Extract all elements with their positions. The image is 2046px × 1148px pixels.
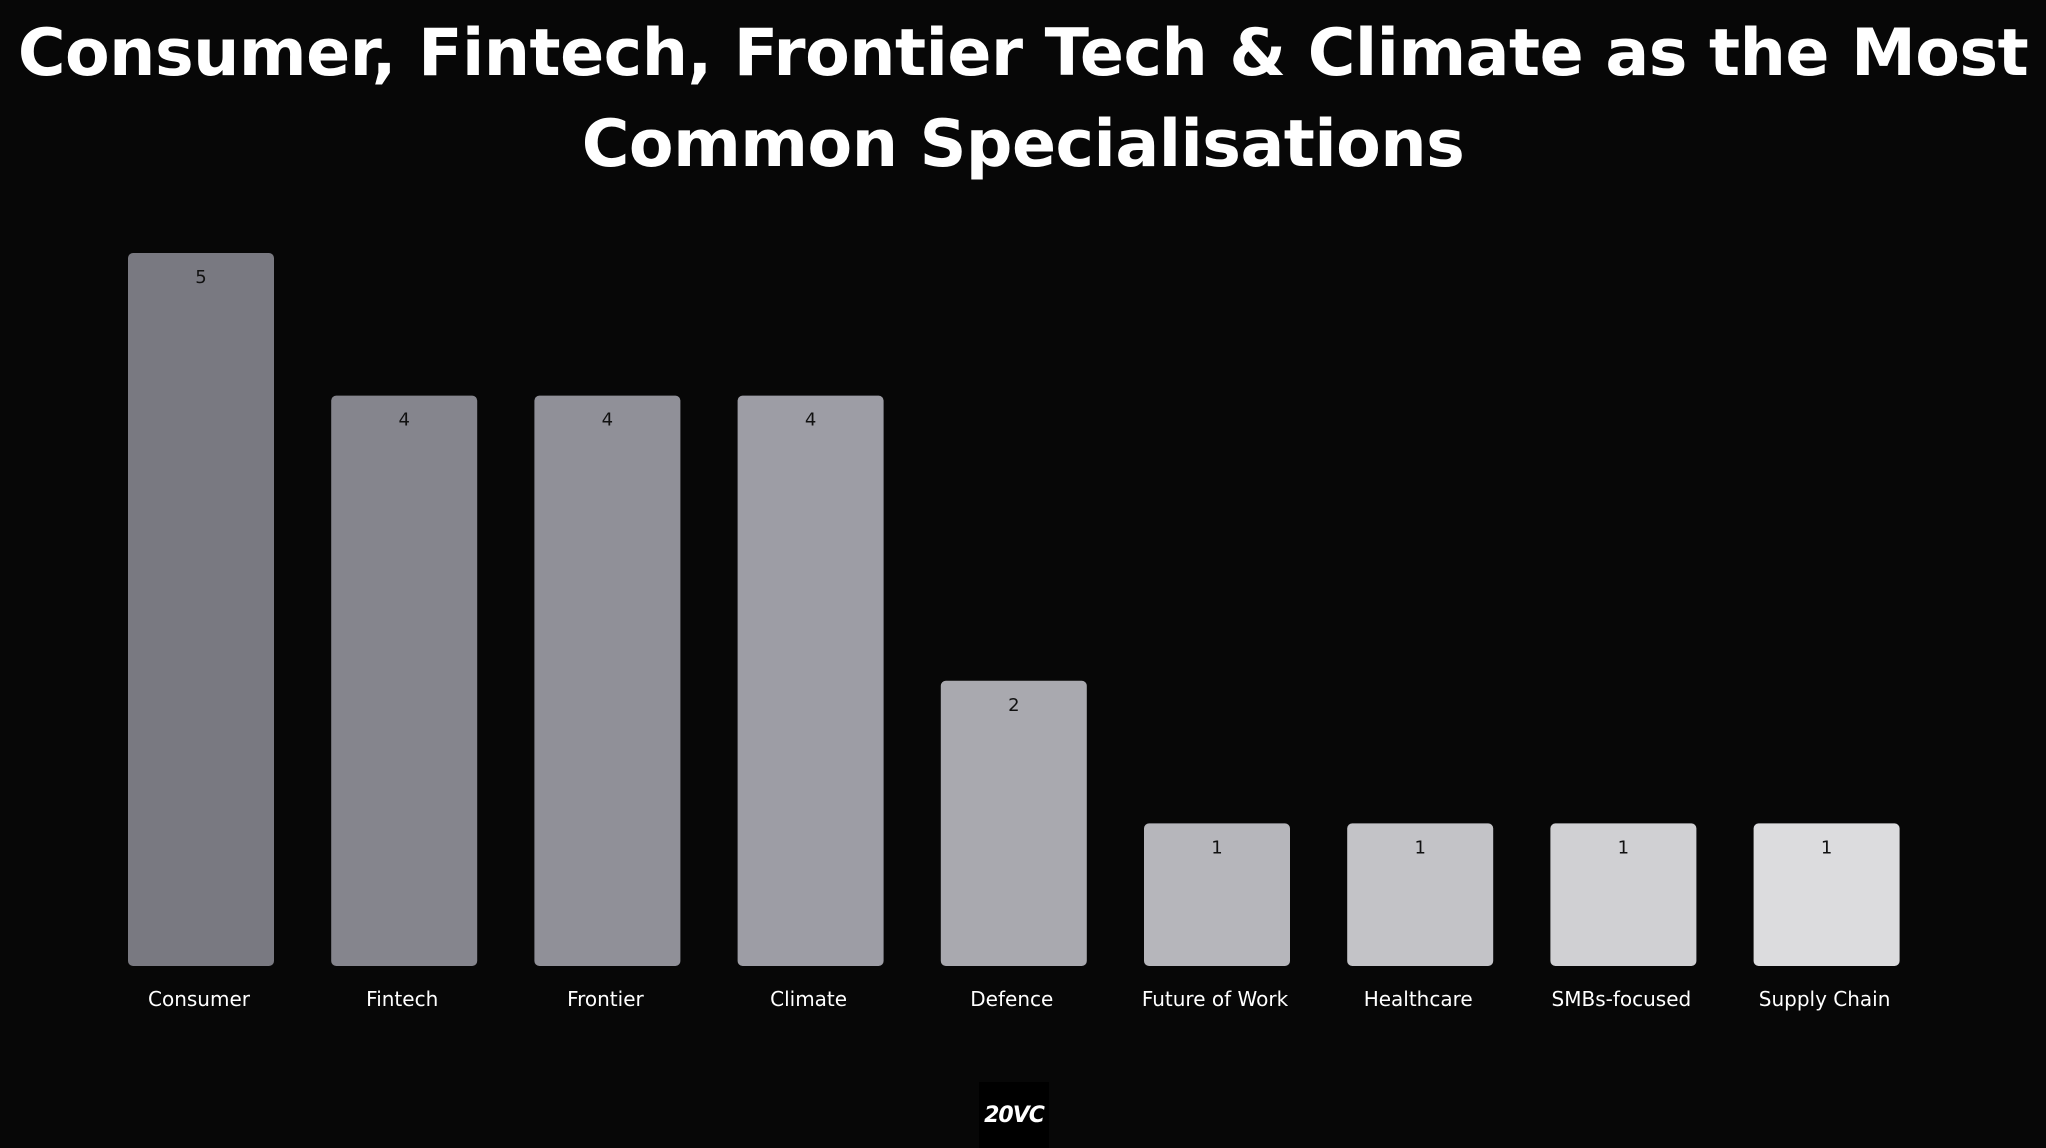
bar-fintech bbox=[331, 395, 478, 967]
bar-consumer bbox=[128, 253, 274, 966]
bar-frontier bbox=[534, 395, 681, 967]
data-label-smbs-focused: 1 bbox=[1618, 837, 1629, 858]
bar-healthcare bbox=[1347, 823, 1494, 966]
data-label-defence: 2 bbox=[1008, 695, 1019, 716]
bar-smbs-focused bbox=[1550, 823, 1697, 966]
category-label-defence: Defence bbox=[970, 987, 1053, 1011]
bar-climate bbox=[737, 395, 884, 967]
data-label-consumer: 5 bbox=[195, 267, 206, 288]
bar-supply-chain bbox=[1753, 823, 1900, 966]
data-label-climate: 4 bbox=[805, 410, 816, 431]
data-label-future-of-work: 1 bbox=[1211, 837, 1222, 858]
chart-title-line-2: Common Specialisations bbox=[581, 107, 1465, 182]
category-label-supply-chain: Supply Chain bbox=[1759, 987, 1891, 1011]
data-label-frontier: 4 bbox=[602, 410, 613, 431]
chart-title: Consumer, Fintech, Frontier Tech & Clima… bbox=[0, 8, 2046, 190]
bar-defence bbox=[940, 680, 1087, 966]
chart-title-line-1: Consumer, Fintech, Frontier Tech & Clima… bbox=[17, 16, 2029, 91]
data-label-fintech: 4 bbox=[398, 410, 409, 431]
brand-logo-text: 20VC bbox=[984, 1102, 1045, 1128]
category-label-smbs-focused: SMBs-focused bbox=[1552, 987, 1692, 1011]
brand-logo: 20VC bbox=[979, 1082, 1049, 1148]
bar-future-of-work bbox=[1144, 823, 1290, 966]
category-label-frontier: Frontier bbox=[567, 987, 644, 1011]
data-label-supply-chain: 1 bbox=[1821, 837, 1832, 858]
category-label-consumer: Consumer bbox=[148, 987, 251, 1011]
category-label-fintech: Fintech bbox=[366, 987, 438, 1011]
category-label-future-of-work: Future of Work bbox=[1142, 987, 1289, 1011]
category-label-healthcare: Healthcare bbox=[1364, 987, 1473, 1011]
category-label-climate: Climate bbox=[770, 987, 847, 1011]
data-label-healthcare: 1 bbox=[1414, 837, 1425, 858]
